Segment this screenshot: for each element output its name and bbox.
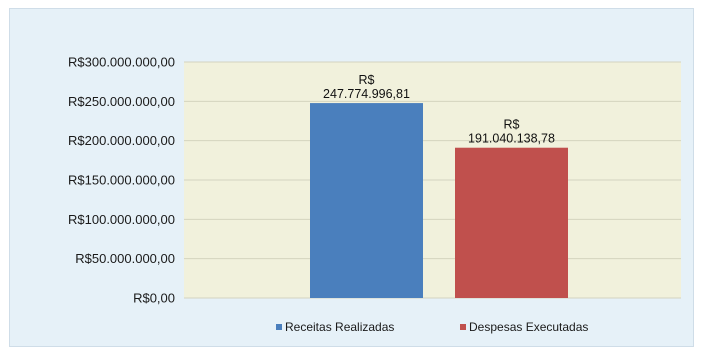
y-tick-label: R$150.000.000,00 bbox=[68, 173, 175, 188]
data-label-value: 247.774.996,81 bbox=[323, 87, 410, 101]
y-tick-label: R$0,00 bbox=[133, 291, 175, 306]
legend-swatch bbox=[460, 324, 466, 330]
y-tick-label: R$200.000.000,00 bbox=[68, 133, 175, 148]
bar-despesas-executadas bbox=[455, 147, 568, 298]
bar-receitas-realizadas bbox=[310, 103, 423, 298]
y-tick-label: R$300.000.000,00 bbox=[68, 55, 175, 70]
data-label-value: 191.040.138,78 bbox=[468, 132, 555, 146]
y-tick-label: R$250.000.000,00 bbox=[68, 94, 175, 109]
data-label-currency: R$ bbox=[359, 73, 375, 87]
legend-label: Receitas Realizadas bbox=[285, 320, 394, 334]
y-tick-label: R$100.000.000,00 bbox=[68, 212, 175, 227]
legend-label: Despesas Executadas bbox=[469, 320, 588, 334]
legend-swatch bbox=[276, 324, 282, 330]
data-label-currency: R$ bbox=[504, 118, 520, 132]
y-tick-label: R$50.000.000,00 bbox=[75, 251, 175, 266]
